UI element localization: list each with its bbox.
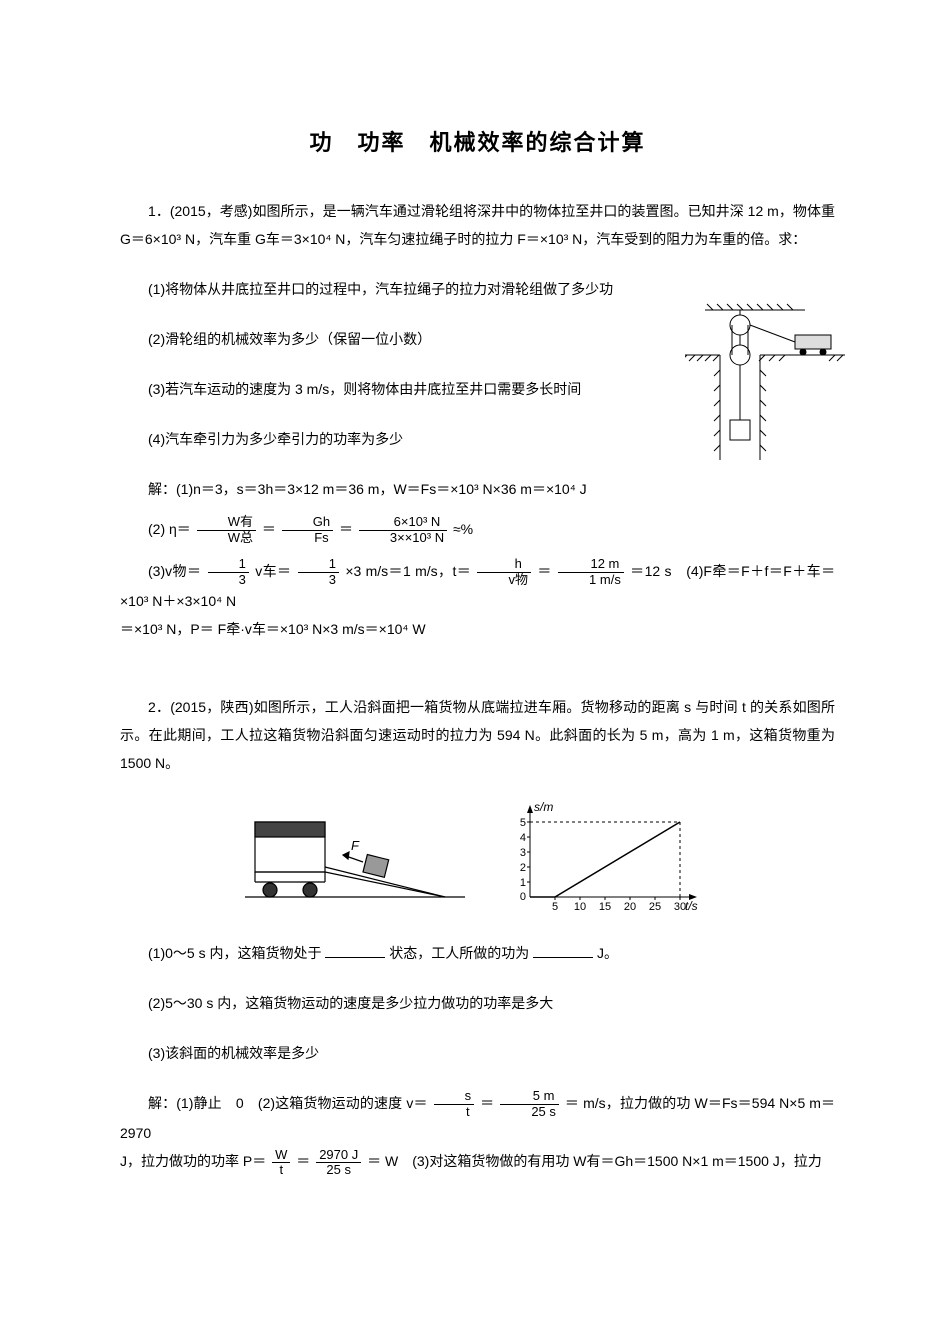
p2-q2: (2)5～30 s 内，这箱货物运动的速度是多少拉力做功的功率是多大 bbox=[120, 989, 835, 1017]
p2-intro: 2．(2015，陕西)如图所示，工人沿斜面把一箱货物从底端拉进车厢。货物移动的距… bbox=[120, 693, 835, 777]
fraction: 5 m 25 s bbox=[500, 1089, 559, 1119]
svg-text:5: 5 bbox=[520, 817, 526, 829]
numerator: 12 m bbox=[558, 557, 624, 572]
numerator: 6×10³ N bbox=[359, 515, 447, 530]
numerator: Gh bbox=[282, 515, 333, 530]
denominator: 3 bbox=[208, 573, 249, 587]
fraction: Gh Fs bbox=[282, 515, 333, 545]
denominator: 25 s bbox=[316, 1163, 361, 1177]
numerator: 2970 J bbox=[316, 1148, 361, 1163]
text: J。 bbox=[597, 945, 618, 961]
p2-q3: (3)该斜面的机械效率是多少 bbox=[120, 1039, 835, 1067]
svg-text:4: 4 bbox=[520, 832, 526, 844]
p2-sol-line1: 解：(1)静止 0 (2)这箱货物运动的速度 v＝ s t ＝ 5 m 25 s… bbox=[120, 1089, 835, 1147]
numerator: W bbox=[272, 1148, 290, 1163]
p1-sol3: (3)v物＝ 1 3 v车＝ 1 3 ×3 m/s＝1 m/s，t＝ h v物 … bbox=[120, 557, 835, 615]
text: ＝ bbox=[537, 563, 551, 579]
ramp-svg: F bbox=[245, 802, 465, 912]
page: 功 功率 机械效率的综合计算 1．(2015，考感)如图所示，是一辆汽车通过滑轮… bbox=[0, 0, 945, 1337]
denominator: Fs bbox=[282, 531, 333, 545]
fraction: 6×10³ N 3××10³ N bbox=[359, 515, 447, 545]
numerator: 5 m bbox=[500, 1089, 559, 1104]
fraction: 1 3 bbox=[208, 557, 249, 587]
y-label: s/m bbox=[534, 800, 553, 814]
text: 解：(1)静止 0 (2)这箱货物运动的速度 v＝ bbox=[148, 1095, 428, 1111]
numerator: 1 bbox=[298, 557, 339, 572]
text: ＝ bbox=[296, 1153, 310, 1169]
fraction: 2970 J 25 s bbox=[316, 1148, 361, 1178]
denominator: t bbox=[272, 1163, 290, 1177]
fraction: 12 m 1 m/s bbox=[558, 557, 624, 587]
denominator: 25 s bbox=[500, 1105, 559, 1119]
p1-sol2: (2) η＝ W有 W总 ＝ Gh Fs ＝ 6×10³ N 3××10³ N … bbox=[120, 515, 835, 545]
text: J，拉力做功的功率 P＝ bbox=[120, 1153, 266, 1169]
svg-text:25: 25 bbox=[649, 901, 661, 913]
text: ≈% bbox=[453, 521, 473, 537]
text: 状态，工人所做的功为 bbox=[389, 945, 529, 961]
numerator: 1 bbox=[208, 557, 249, 572]
denominator: t bbox=[434, 1105, 475, 1119]
text: ＝ bbox=[262, 521, 276, 537]
denominator: 1 m/s bbox=[558, 573, 624, 587]
label-F: F bbox=[351, 838, 360, 853]
text: ＝ bbox=[339, 521, 353, 537]
numerator: s bbox=[434, 1089, 475, 1104]
svg-text:2: 2 bbox=[520, 862, 526, 874]
text: ＝ W (3)对这箱货物做的有用功 W有＝Gh＝1500 N×1 m＝1500 … bbox=[367, 1153, 822, 1169]
fraction: s t bbox=[434, 1089, 475, 1119]
svg-text:15: 15 bbox=[599, 901, 611, 913]
text: (1)0～5 s 内，这箱货物处于 bbox=[148, 945, 321, 961]
chart-svg: s/m t/s 1 2 3 4 5 0 5 10 15 20 bbox=[500, 797, 710, 917]
p1-intro: 1．(2015，考感)如图所示，是一辆汽车通过滑轮组将深井中的物体拉至井口的装置… bbox=[120, 197, 835, 253]
svg-text:20: 20 bbox=[624, 901, 636, 913]
svg-text:5: 5 bbox=[552, 901, 558, 913]
fraction: h v物 bbox=[477, 557, 531, 587]
p2-figures: F s/m t/s 1 2 3 4 5 bbox=[120, 797, 835, 917]
numerator: h bbox=[477, 557, 531, 572]
blank bbox=[325, 943, 385, 958]
svg-text:3: 3 bbox=[520, 847, 526, 859]
svg-text:1: 1 bbox=[520, 877, 526, 889]
pulley-svg bbox=[685, 300, 845, 470]
text: v车＝ bbox=[255, 563, 291, 579]
p2-sol-line2: J，拉力做功的功率 P＝ W t ＝ 2970 J 25 s ＝ W (3)对这… bbox=[120, 1147, 835, 1177]
p1-q1: (1)将物体从井底拉至井口的过程中，汽车拉绳子的拉力对滑轮组做了多少功 bbox=[120, 275, 835, 303]
blank bbox=[533, 943, 593, 958]
p1-sol1: 解：(1)n＝3，s＝3h＝3×12 m＝36 m，W＝Fs＝×10³ N×36… bbox=[120, 475, 835, 503]
denominator: 3 bbox=[298, 573, 339, 587]
pulley-diagram bbox=[685, 300, 845, 470]
denominator: 3××10³ N bbox=[359, 531, 447, 545]
denominator: W总 bbox=[197, 531, 256, 545]
text: ×3 m/s＝1 m/s，t＝ bbox=[345, 563, 471, 579]
fraction: W有 W总 bbox=[197, 515, 256, 545]
p2-q1: (1)0～5 s 内，这箱货物处于 状态，工人所做的功为 J。 bbox=[120, 939, 835, 967]
svg-text:0: 0 bbox=[520, 891, 526, 903]
page-title: 功 功率 机械效率的综合计算 bbox=[120, 125, 835, 157]
svg-text:10: 10 bbox=[574, 901, 586, 913]
numerator: W有 bbox=[197, 515, 256, 530]
text: ＝ bbox=[480, 1095, 494, 1111]
svg-text:30: 30 bbox=[674, 901, 686, 913]
text: (2) η＝ bbox=[148, 521, 191, 537]
denominator: v物 bbox=[477, 573, 531, 587]
text: (3)v物＝ bbox=[148, 563, 201, 579]
fraction: W t bbox=[272, 1148, 290, 1178]
fraction: 1 3 bbox=[298, 557, 339, 587]
p1-sol4: ＝×10³ N，P＝ F牵·v车＝×10³ N×3 m/s＝×10⁴ W bbox=[120, 615, 835, 643]
x-label: t/s bbox=[685, 899, 698, 913]
